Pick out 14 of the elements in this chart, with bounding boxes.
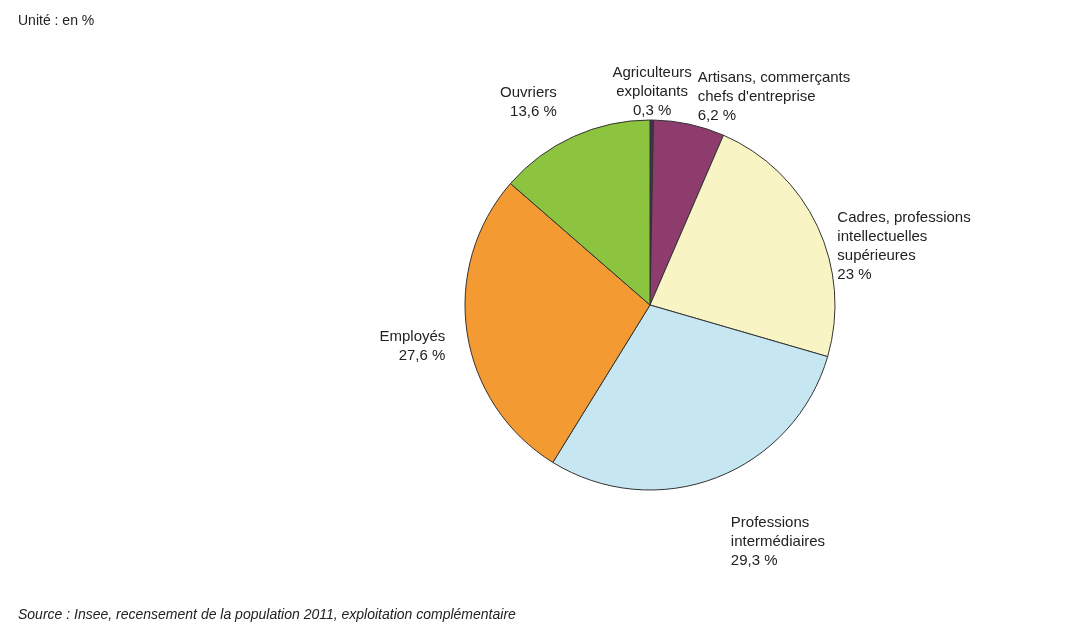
source-note: Source : Insee, recensement de la population 2011, exploitation complémentaire xyxy=(18,606,517,622)
slice-label: Artisans, commerçants chefs d'entreprise xyxy=(697,68,851,105)
data-label: 6,2 % xyxy=(697,106,737,124)
slice-label: Professions intermédiaires xyxy=(730,512,826,549)
text: Unité : en % xyxy=(18,12,95,28)
slice-label: Agriculteurs exploitants xyxy=(612,63,692,100)
data-label: 13,6 % xyxy=(510,102,557,120)
slice-label: Employés xyxy=(379,327,446,345)
data-label: 23 % xyxy=(837,264,872,282)
slice-label: Ouvriers xyxy=(500,83,557,101)
slice-label: Cadres, professions intellectuelles supérieures xyxy=(837,207,971,263)
data-label: 29,3 % xyxy=(730,550,778,568)
data-label: 27,6 % xyxy=(398,346,446,364)
data-label: 0,3 % xyxy=(632,101,672,119)
